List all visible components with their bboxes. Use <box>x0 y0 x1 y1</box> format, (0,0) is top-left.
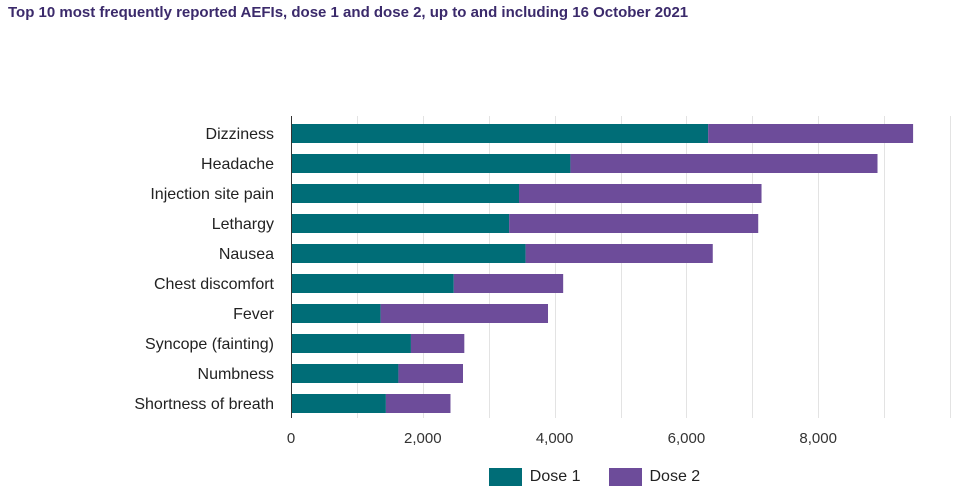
x-tick-label: 6,000 <box>668 430 706 447</box>
bar-dose1[interactable] <box>291 334 411 353</box>
legend-label-dose1: Dose 1 <box>529 468 581 485</box>
bar-dose1[interactable] <box>291 244 526 263</box>
x-tick-labels: 0 2,000 4,000 6,000 8,000 <box>287 430 837 447</box>
bar-dose1[interactable] <box>291 124 709 143</box>
bar-dose1[interactable] <box>291 154 571 173</box>
bar-dose2[interactable] <box>380 304 549 323</box>
bar-dose1[interactable] <box>291 214 510 233</box>
bar-dose2[interactable] <box>708 124 914 143</box>
legend-swatch-dose2 <box>608 468 642 486</box>
bar-dose2[interactable] <box>453 274 564 293</box>
category-label: Injection site pain <box>150 186 274 203</box>
category-label: Headache <box>201 156 274 173</box>
bar-dose2[interactable] <box>570 154 878 173</box>
x-tick-label: 2,000 <box>404 430 442 447</box>
bar-dose2[interactable] <box>509 214 759 233</box>
bar-dose1[interactable] <box>291 274 454 293</box>
legend: Dose 1 Dose 2 <box>0 468 969 486</box>
x-tick-label: 8,000 <box>799 430 837 447</box>
category-label: Nausea <box>219 246 274 263</box>
bar-dose1[interactable] <box>291 184 520 203</box>
category-label: Syncope (fainting) <box>145 336 274 353</box>
category-label: Chest discomfort <box>154 276 275 293</box>
category-label: Shortness of breath <box>134 396 274 413</box>
legend-item-dose1[interactable]: Dose 1 <box>488 468 581 486</box>
chart-title: Top 10 most frequently reported AEFIs, d… <box>8 4 689 21</box>
bars <box>291 124 914 413</box>
category-label: Numbness <box>198 366 274 383</box>
gridlines <box>357 116 951 418</box>
legend-swatch-dose1 <box>488 468 522 486</box>
bar-dose2[interactable] <box>525 244 713 263</box>
x-tick-label: 4,000 <box>536 430 574 447</box>
stacked-bar-chart: Dizziness Headache Injection site pain Leth… <box>134 116 951 447</box>
bar-dose2[interactable] <box>385 394 451 413</box>
bar-dose2[interactable] <box>398 364 463 383</box>
bar-dose1[interactable] <box>291 304 381 323</box>
x-tick-label: 0 <box>287 430 295 447</box>
category-labels: Dizziness Headache Injection site pain Leth… <box>134 126 274 413</box>
bar-dose1[interactable] <box>291 364 399 383</box>
category-label: Fever <box>233 306 275 323</box>
bar-dose1[interactable] <box>291 394 386 413</box>
bar-dose2[interactable] <box>410 334 465 353</box>
category-label: Lethargy <box>212 216 274 233</box>
legend-item-dose2[interactable]: Dose 2 <box>608 468 701 486</box>
legend-label-dose2: Dose 2 <box>649 468 701 485</box>
category-label: Dizziness <box>206 126 274 143</box>
bar-dose2[interactable] <box>519 184 762 203</box>
